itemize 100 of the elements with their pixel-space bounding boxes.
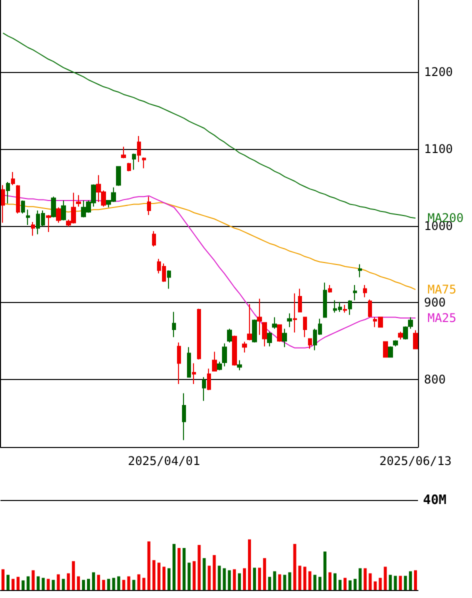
- bar: [238, 573, 241, 590]
- bar: [178, 548, 181, 590]
- bar: [56, 574, 60, 590]
- series-label: MA25: [427, 310, 456, 325]
- bar: [212, 555, 216, 590]
- line-series: [2, 32, 416, 219]
- candlestick: [348, 300, 352, 316]
- candlestick: [257, 298, 262, 336]
- bar: [62, 578, 65, 590]
- bar: [228, 570, 231, 590]
- bar: [132, 580, 136, 590]
- bar: [404, 576, 407, 590]
- candlestick: [217, 361, 222, 371]
- bar: [137, 574, 140, 590]
- bar: [87, 578, 90, 590]
- bar: [394, 576, 397, 590]
- candlestick: [76, 194, 81, 208]
- candlestick: [343, 304, 347, 314]
- line-series: [2, 194, 416, 348]
- bar: [293, 544, 296, 590]
- candlestick: [277, 324, 282, 342]
- bar: [374, 581, 377, 590]
- bar: [76, 576, 80, 590]
- candlestick: [267, 331, 272, 347]
- bar: [122, 580, 126, 590]
- bar: [162, 566, 166, 590]
- bar: [72, 561, 75, 590]
- candlestick: [142, 156, 146, 169]
- bar: [6, 574, 10, 590]
- bar: [248, 539, 251, 590]
- candlestick: [363, 284, 367, 298]
- candlestick: [6, 182, 10, 204]
- y-tick-label: 1200: [424, 65, 453, 80]
- candlestick: [207, 368, 211, 391]
- candlestick: [262, 322, 267, 347]
- bar: [242, 568, 246, 590]
- bar: [318, 576, 322, 590]
- candlestick: [26, 209, 30, 226]
- candlestick: [287, 312, 292, 328]
- candlestick: [308, 338, 312, 350]
- bar: [107, 578, 110, 590]
- candlestick: [46, 214, 51, 232]
- bar: [208, 566, 211, 590]
- candlestick: [328, 284, 332, 294]
- candlestick: [232, 335, 237, 366]
- bar: [102, 580, 106, 590]
- candlestick: [368, 299, 372, 318]
- candlestick: [31, 221, 35, 236]
- candlestick: [61, 200, 66, 221]
- bar: [408, 571, 412, 590]
- bar: [368, 573, 372, 590]
- bar: [182, 548, 186, 590]
- candlestick: [303, 316, 307, 338]
- x-tick-label: 2025/06/13: [379, 454, 452, 468]
- bar: [308, 571, 312, 590]
- bar: [378, 578, 382, 590]
- candlestick: [323, 282, 327, 318]
- candlestick: [127, 162, 131, 172]
- bar: [97, 574, 100, 590]
- candlestick: [383, 341, 388, 358]
- bar: [157, 562, 160, 590]
- candlestick: [11, 172, 15, 186]
- candlestick: [413, 330, 418, 350]
- candlestick: [282, 328, 287, 348]
- bar: [36, 576, 40, 590]
- bar: [253, 568, 256, 590]
- bar: [358, 568, 362, 590]
- candlestick: [182, 392, 186, 441]
- candlestick: [393, 340, 398, 347]
- candlestick: [137, 135, 141, 163]
- bar: [16, 576, 20, 590]
- bar: [354, 578, 357, 590]
- bar: [313, 574, 316, 590]
- bar: [82, 580, 85, 590]
- bar: [32, 570, 35, 590]
- candlestick: [132, 153, 136, 170]
- y-tick-label: 1100: [424, 142, 453, 156]
- bar: [388, 574, 392, 590]
- bar: [384, 566, 387, 590]
- candlestick: [222, 342, 227, 367]
- candlestick: [252, 319, 257, 344]
- candlestick: [177, 342, 181, 385]
- candlestick: [212, 351, 217, 372]
- candlestick: [227, 328, 232, 344]
- bar: [117, 576, 120, 590]
- candlestick: [116, 166, 121, 186]
- bar: [303, 566, 306, 590]
- candlestick: [51, 196, 56, 218]
- bar: [283, 574, 286, 590]
- y-tick-label: 900: [424, 296, 446, 310]
- candlestick: [152, 230, 156, 248]
- candlestick: [237, 360, 242, 371]
- candlestick: [172, 311, 176, 338]
- ref-line-label: 40M: [423, 492, 447, 508]
- bar: [112, 578, 116, 590]
- bar: [414, 570, 417, 590]
- bar: [12, 578, 15, 590]
- bar: [222, 568, 226, 590]
- bar: [268, 576, 272, 590]
- bar: [92, 572, 96, 590]
